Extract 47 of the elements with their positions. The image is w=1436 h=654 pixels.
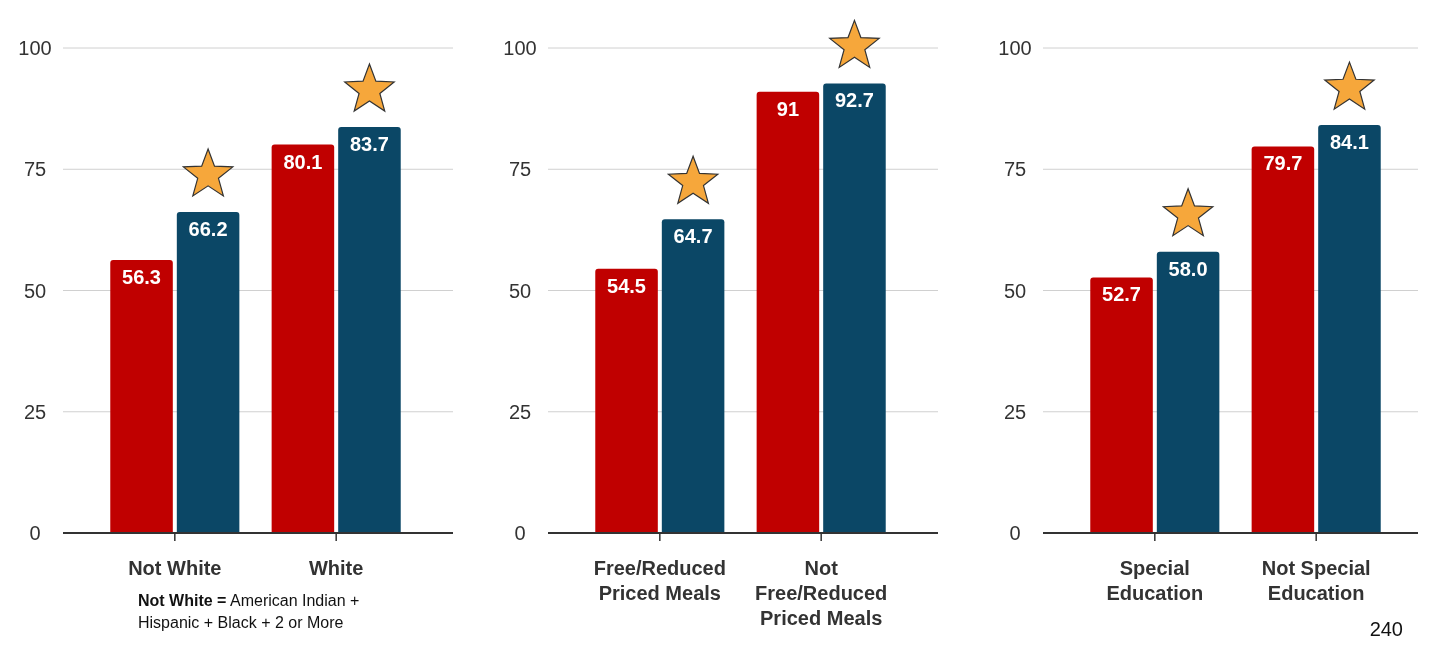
data-label: 64.7 — [673, 225, 713, 248]
y-tick-label: 0 — [514, 522, 526, 544]
y-tick-label: 75 — [23, 158, 47, 181]
y-tick-label: 100 — [503, 37, 537, 59]
y-tick-label: 100 — [998, 37, 1032, 59]
text: 240 — [1369, 618, 1403, 640]
bar — [756, 91, 820, 533]
y-tick-label: 100 — [18, 37, 52, 59]
y-tick-label: 25 — [508, 400, 532, 423]
y-tick-label: 75 — [508, 158, 532, 181]
y-tick-label: 0 — [1009, 522, 1021, 544]
y-tick-label: 0 — [29, 522, 41, 544]
bar — [595, 268, 658, 533]
x-tick-label: Not Special Education — [1261, 557, 1371, 604]
bar — [271, 144, 335, 533]
y-tick-label: 25 — [23, 400, 47, 423]
data-label: 92.7 — [834, 89, 874, 112]
y-tick-label: 50 — [23, 279, 47, 302]
data-label: 66.2 — [188, 217, 228, 240]
y-tick-label: 50 — [508, 279, 532, 302]
data-label: 52.7 — [1102, 283, 1142, 306]
data-label: 56.3 — [122, 265, 162, 288]
data-label: 79.7 — [1263, 152, 1303, 175]
data-label: 58.0 — [1168, 257, 1208, 280]
y-tick-label: 75 — [1003, 158, 1027, 181]
data-label: 84.1 — [1329, 131, 1369, 154]
y-tick-label: 50 — [1003, 279, 1027, 302]
bar — [110, 259, 173, 533]
x-tick-label: Special Education — [1106, 557, 1204, 604]
data-label: 83.7 — [349, 133, 389, 156]
x-tick-label: Free/Reduced Priced Meals — [593, 557, 726, 604]
y-tick-label: 25 — [1003, 400, 1027, 423]
bar — [1251, 146, 1315, 533]
text: Not White = American Indian + Hispanic + Black + 2 or More — [138, 592, 360, 631]
bar — [1090, 277, 1153, 533]
x-tick-label: White — [308, 557, 364, 579]
bar — [661, 219, 725, 533]
data-label: 80.1 — [283, 150, 323, 173]
bar — [176, 211, 240, 533]
x-tick-label: Not White — [128, 557, 222, 579]
data-label: 54.5 — [607, 274, 647, 297]
bar — [823, 83, 886, 533]
bar — [1156, 251, 1220, 533]
data-label: 91 — [776, 97, 800, 120]
x-tick-label: Not Free/Reduced Priced Meals — [755, 557, 888, 629]
bar — [338, 127, 401, 533]
bar — [1318, 125, 1381, 533]
